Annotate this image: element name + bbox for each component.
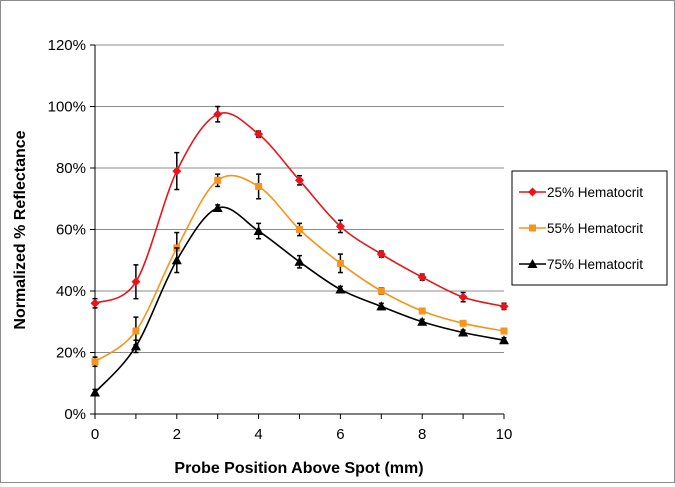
data-point xyxy=(90,298,100,308)
gridlines xyxy=(95,44,504,353)
data-point xyxy=(132,327,140,335)
data-point xyxy=(499,301,509,311)
series-line xyxy=(94,206,505,394)
data-point xyxy=(417,316,428,326)
y-tick-label: 80% xyxy=(56,160,86,177)
data-point xyxy=(335,284,346,294)
y-tick-label: 100% xyxy=(48,99,86,116)
data-point xyxy=(335,221,345,231)
legend-marker xyxy=(528,187,537,197)
series-line xyxy=(94,112,505,308)
x-tick-label: 6 xyxy=(336,426,344,443)
data-point xyxy=(418,307,426,315)
data-point xyxy=(500,327,508,335)
data-point xyxy=(377,287,385,295)
data-point xyxy=(214,176,222,184)
y-tick-label: 20% xyxy=(56,345,86,362)
legend-label: 75% Hematocrit xyxy=(547,257,643,272)
x-tick-label: 0 xyxy=(91,426,99,443)
data-point xyxy=(417,272,427,282)
y-axis-title: Normalized % Reflectance xyxy=(12,130,29,329)
data-point xyxy=(336,259,344,267)
data-point xyxy=(90,387,100,397)
legend: 25% Hematocrit 55% Hematocrit 75% Hematocr… xyxy=(511,170,668,286)
data-point xyxy=(254,129,264,139)
y-tick-label: 40% xyxy=(56,283,86,300)
data-point xyxy=(171,255,182,265)
data-point xyxy=(458,327,469,337)
series-2 xyxy=(91,173,508,368)
data-point xyxy=(212,202,223,212)
x-tick-label: 2 xyxy=(173,426,181,443)
data-point xyxy=(294,256,305,266)
data-point xyxy=(255,182,263,190)
data-point xyxy=(295,175,304,185)
series-3 xyxy=(90,202,509,397)
data-point xyxy=(131,277,141,287)
data-point xyxy=(213,109,223,119)
tick-labels: 0% 20% 40% 60% 80% 100% 120% 0 2 4 6 8 10 xyxy=(48,37,513,443)
y-tick-label: 0% xyxy=(64,406,86,423)
data-point xyxy=(253,226,264,236)
legend-marker xyxy=(527,259,538,268)
x-tick-label: 10 xyxy=(496,426,513,443)
data-point xyxy=(130,341,141,351)
data-point xyxy=(91,358,99,366)
y-tick-label: 120% xyxy=(48,37,86,54)
x-tick-label: 4 xyxy=(254,426,262,443)
data-point xyxy=(459,319,467,327)
legend-marker xyxy=(529,224,536,232)
data-point xyxy=(296,226,303,233)
x-tick-label: 8 xyxy=(418,426,426,443)
axes xyxy=(90,44,505,419)
legend-label: 25% Hematocrit xyxy=(547,185,643,200)
data-point xyxy=(376,249,386,259)
data-point xyxy=(172,166,182,176)
series-1 xyxy=(90,105,509,311)
series-group xyxy=(90,105,509,397)
data-point xyxy=(376,301,387,311)
x-axis-title: Probe Position Above Spot (mm) xyxy=(174,460,423,477)
data-point xyxy=(458,292,468,302)
y-tick-label: 60% xyxy=(56,222,86,239)
data-point xyxy=(499,335,509,345)
legend-label: 55% Hematocrit xyxy=(547,221,643,236)
